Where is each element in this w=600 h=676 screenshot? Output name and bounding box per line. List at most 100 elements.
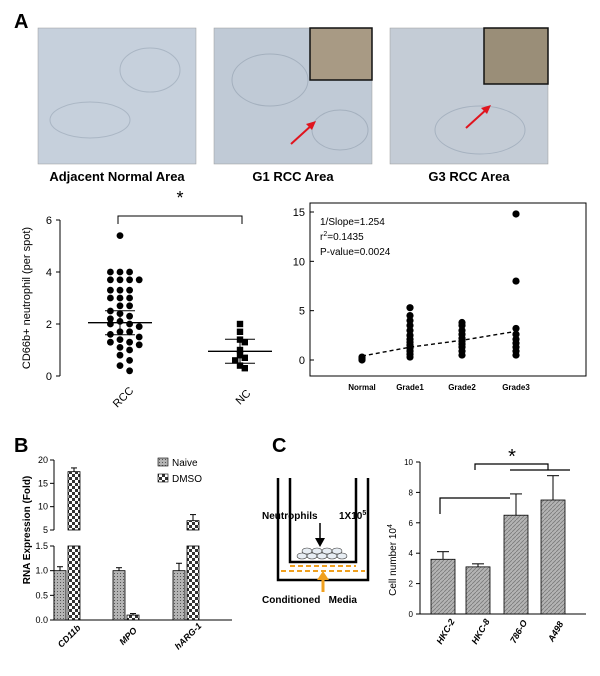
legend-label-dmso: DMSO	[172, 474, 202, 485]
bar-a498	[540, 499, 566, 615]
neutrophil-count-label: 1X105	[339, 510, 366, 522]
ytick-label: 15	[38, 478, 48, 488]
xtick-label: RCC	[111, 385, 136, 410]
point-nc	[241, 365, 248, 372]
xtick-label: Grade2	[448, 383, 476, 392]
transwell-diagram: Neutrophils 1X105 Conditioned Media	[262, 478, 370, 606]
point-rcc	[107, 268, 114, 276]
xtick-label: NC	[234, 388, 254, 408]
point-rcc	[116, 351, 124, 359]
ytick-label: 2	[409, 580, 414, 589]
bar-hkc-2	[430, 558, 456, 615]
caption-g1: G1 RCC Area	[252, 169, 334, 184]
bar-naive	[112, 570, 126, 621]
caption-normal: Adjacent Normal Area	[49, 169, 185, 184]
ytick-label: 10	[404, 458, 413, 467]
bar-dmso-lower	[67, 545, 81, 621]
ytick-label: 20	[38, 455, 48, 465]
legend-label-naive: Naive	[172, 458, 198, 469]
ytick-label: 2	[46, 319, 52, 331]
point-grade1	[406, 312, 414, 320]
point-nc	[241, 354, 248, 361]
media-label: Conditioned Media	[262, 595, 357, 606]
ytick-label: 6	[409, 519, 414, 528]
point-rcc	[116, 232, 124, 240]
xtick-label: Grade3	[502, 383, 530, 392]
point-rcc	[126, 312, 133, 320]
ylabel-cell-number: Cell number 104	[387, 524, 399, 596]
bar-naive	[53, 570, 67, 621]
point-nc	[241, 339, 248, 346]
xtick-label: Normal	[348, 383, 376, 392]
point-rcc	[107, 286, 114, 294]
panel-label-c: C	[272, 435, 286, 457]
insert-well	[288, 478, 358, 564]
xtick-label: 786-O	[508, 618, 529, 645]
point-rcc	[135, 333, 143, 341]
point-grade3	[512, 210, 520, 218]
chart-neutrophil-scatter: CD66b+ neutrophil (per spot) * 0 2 4 6 RCC NC	[21, 188, 272, 410]
point-rcc	[126, 294, 133, 302]
point-rcc	[135, 323, 143, 330]
ylabel-neutrophil: CD66b+ neutrophil (per spot)	[21, 227, 33, 369]
point-grade1	[406, 321, 414, 330]
xtick-label: Grade1	[396, 383, 424, 392]
ytick-label: 1.5	[35, 541, 48, 551]
point-normal	[358, 353, 366, 361]
point-rcc	[126, 320, 133, 328]
xtick-label: A498	[545, 620, 565, 644]
point-rcc	[107, 276, 114, 284]
point-rcc	[107, 338, 114, 346]
point-grade1	[406, 331, 414, 339]
annotation-r2: r2=0.1435	[320, 231, 364, 243]
point-rcc	[126, 276, 133, 284]
ytick-label: 5	[43, 525, 48, 535]
annotation-slope: 1/Slope=1.254	[320, 217, 385, 228]
point-grade3	[512, 324, 520, 333]
ytick-label: 10	[293, 256, 305, 268]
bar-dmso-lower	[186, 545, 200, 621]
point-grade1	[406, 304, 414, 312]
xtick-label: MPO	[117, 625, 139, 647]
micrograph-g3	[389, 27, 549, 165]
chart-cell-number: Cell number 104 * 0 2 4 6 8 10 HKC-2 HKC-8 786-O…	[387, 446, 586, 646]
ytick-label: 15	[293, 207, 305, 219]
bar-dmso	[186, 520, 200, 531]
point-nc	[236, 320, 244, 328]
ylabel-rna: RNA Expression (Fold)	[22, 476, 33, 585]
point-grade2	[458, 318, 466, 327]
point-grade1	[406, 326, 414, 334]
ytick-label: 8	[409, 488, 414, 497]
point-grade3	[512, 277, 520, 285]
ytick-label: 6	[46, 215, 52, 227]
ytick-label: 0	[409, 610, 414, 619]
point-grade3	[512, 335, 520, 343]
point-rcc	[116, 268, 124, 276]
ytick-label: 0.0	[35, 615, 48, 625]
ytick-label: 4	[46, 267, 52, 279]
point-rcc	[126, 338, 133, 346]
point-nc	[232, 357, 239, 364]
significance-star-c: *	[508, 446, 516, 468]
xtick-label: CD11b	[56, 622, 83, 649]
point-grade1	[406, 316, 414, 325]
point-rcc	[116, 344, 124, 351]
ytick-label: 10	[38, 502, 48, 512]
point-rcc	[116, 276, 124, 284]
bar-786-o	[503, 514, 529, 615]
point-rcc	[135, 276, 143, 284]
neutrophil-cells	[296, 547, 348, 560]
legend-swatch-dmso	[157, 473, 169, 483]
point-rcc	[107, 294, 114, 302]
bar-hkc-8	[465, 566, 491, 615]
ytick-label: 0.5	[35, 590, 48, 600]
point-grade2	[458, 326, 466, 334]
point-rcc	[126, 286, 133, 294]
micrograph-normal	[37, 27, 197, 165]
chart-rna-expression: RNA Expression (Fold) 0.0 0.5 1.0 1.5 5 10 15 2…	[22, 455, 232, 652]
ytick-label: 0	[299, 355, 305, 367]
ytick-label: 1.0	[35, 566, 48, 576]
point-rcc	[116, 302, 124, 310]
